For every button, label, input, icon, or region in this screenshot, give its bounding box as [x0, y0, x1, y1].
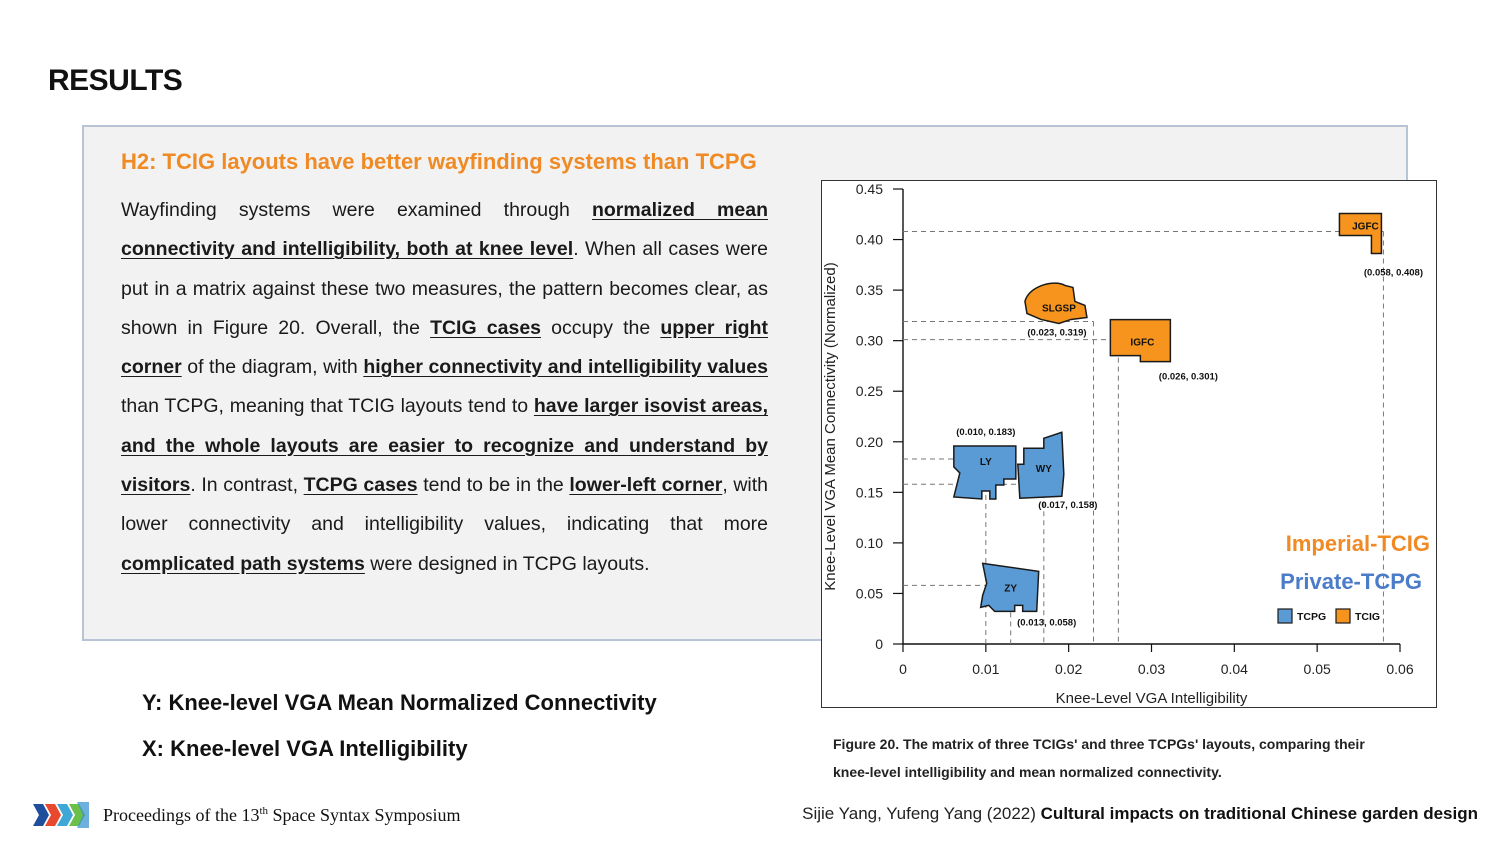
point-name-label: LY: [980, 457, 992, 468]
emphasis-text: have larger isovist areas, and the whole…: [121, 395, 768, 497]
body-text: , with lower connectivity and intelligib…: [121, 474, 769, 536]
x-tick-label: 0.05: [1304, 661, 1331, 677]
point-name-label: SLGSP: [1042, 303, 1076, 314]
garden-plan-shape: [1109, 318, 1172, 363]
body-text: Wayfinding systems were examined through: [121, 199, 592, 221]
point-igfc: IGFC (0.026, 0.301): [1109, 318, 1218, 383]
symposium-logo: [33, 802, 89, 828]
y-axis-label: Knee-Level VGA Mean Connectivity (Normal…: [822, 262, 839, 590]
emphasis-text: TCPG cases: [303, 474, 418, 497]
legend-label-tcig: TCIG: [1355, 611, 1380, 623]
point-name-label: WY: [1036, 464, 1052, 475]
emphasis-text: normalized mean connectivity and intelli…: [121, 199, 768, 261]
emphasis-text: TCIG cases: [430, 316, 542, 339]
body-text: occupy the: [541, 316, 661, 339]
garden-plan-shape: [979, 562, 1040, 613]
point-value-label: (0.017, 0.158): [1038, 500, 1097, 511]
group-label-tcig: Imperial-TCIG: [1286, 531, 1430, 556]
group-label-tcpg: Private-TCPG: [1280, 569, 1422, 594]
garden-plan-shape: [1017, 431, 1065, 500]
section-title: RESULTS: [48, 64, 183, 97]
y-tick-label: 0.25: [856, 383, 883, 399]
x-tick-label: 0.01: [972, 661, 999, 677]
point-value-label: (0.023, 0.319): [1027, 327, 1086, 338]
point-value-label: (0.010, 0.183): [956, 427, 1015, 438]
body-text: . When all cases were put in a matrix ag…: [121, 238, 769, 339]
caption-line-2: knee-level intelligibility and mean norm…: [833, 764, 1222, 780]
legend-swatch-tcig: [1335, 608, 1351, 624]
hypothesis-heading: H2: TCIG layouts have better wayfinding …: [121, 149, 757, 174]
point-value-label: (0.013, 0.058): [1017, 617, 1076, 628]
results-paragraph: Wayfinding systems were examined through…: [121, 191, 768, 584]
x-tick-label: 0.03: [1138, 661, 1165, 677]
y-axis-note: Y: Knee-level VGA Mean Normalized Connec…: [142, 690, 657, 715]
footer-left-text: Proceedings of the 13th Space Syntax Sym…: [103, 804, 461, 825]
garden-plan-shape: [1024, 282, 1088, 325]
point-jgfc: JGFC (0.058, 0.408): [1338, 212, 1423, 278]
body-text: . In contrast,: [190, 474, 304, 497]
point-name-label: IGFC: [1130, 338, 1154, 349]
body-text: of the diagram, with: [181, 356, 364, 379]
point-name-label: ZY: [1004, 583, 1017, 594]
point-value-label: (0.026, 0.301): [1159, 372, 1218, 383]
y-tick-label: 0.30: [856, 333, 883, 349]
y-tick-label: 0.05: [856, 585, 883, 601]
legend-label-tcpg: TCPG: [1297, 611, 1326, 623]
y-tick-label: 0.35: [856, 282, 883, 298]
body-text: tend to be in the: [417, 474, 570, 497]
y-tick-label: 0.15: [856, 484, 883, 500]
footer-paper-title: Cultural impacts on traditional Chinese …: [1040, 804, 1478, 823]
y-tick-label: 0: [875, 636, 883, 652]
y-tick-label: 0.40: [856, 232, 883, 248]
emphasis-text: complicated path systems: [121, 552, 365, 575]
point-name-label: JGFC: [1352, 221, 1379, 232]
caption-line-1: Figure 20. The matrix of three TCIGs' an…: [833, 736, 1365, 752]
body-text: were designed in TCPG layouts.: [364, 552, 650, 575]
legend-swatch-tcpg: [1277, 608, 1293, 624]
body-text: than TCPG, meaning that TCIG layouts ten…: [121, 395, 534, 418]
x-tick-label: 0.04: [1221, 661, 1248, 677]
emphasis-text: lower-left corner: [569, 474, 723, 497]
x-tick-label: 0.02: [1055, 661, 1082, 677]
chart-figure: 0 0.05 0.10 0.15 0.20 0.25 0.30 0.35 0.40 0.45 0 0.…: [821, 180, 1437, 708]
scatter-chart: 0 0.05 0.10 0.15 0.20 0.25 0.30 0.35 0.40 0.45 0 0.…: [822, 181, 1430, 707]
x-axis-note: X: Knee-level VGA Intelligibility: [142, 736, 468, 761]
point-ly: LY (0.010, 0.183): [952, 427, 1017, 500]
figure-caption: Figure 20. The matrix of three TCIGs' an…: [833, 730, 1443, 786]
footer-proceedings: Proceedings of the 13th Space Syntax Sym…: [33, 800, 461, 830]
point-wy: WY (0.017, 0.158): [1017, 431, 1097, 511]
point-zy: ZY (0.013, 0.058): [979, 562, 1076, 628]
x-tick-label: 0: [899, 661, 907, 677]
emphasis-text: upper right corner: [121, 316, 768, 379]
point-value-label: (0.058, 0.408): [1364, 267, 1423, 278]
footer-citation: Sijie Yang, Yufeng Yang (2022) Cultural …: [802, 804, 1478, 824]
point-slgsp: SLGSP (0.023, 0.319): [1024, 282, 1088, 338]
x-axis-label: Knee-Level VGA Intelligibility: [1056, 690, 1248, 707]
garden-plan-shape: [1338, 212, 1383, 255]
y-tick-label: 0.45: [856, 181, 883, 197]
y-tick-label: 0.10: [856, 535, 883, 551]
footer-authors: Sijie Yang, Yufeng Yang (2022): [802, 804, 1041, 823]
x-tick-label: 0.06: [1386, 661, 1413, 677]
emphasis-text: higher connectivity and intelligibility …: [363, 356, 768, 379]
y-tick-label: 0.20: [856, 434, 883, 450]
garden-plan-shape: [952, 445, 1017, 500]
